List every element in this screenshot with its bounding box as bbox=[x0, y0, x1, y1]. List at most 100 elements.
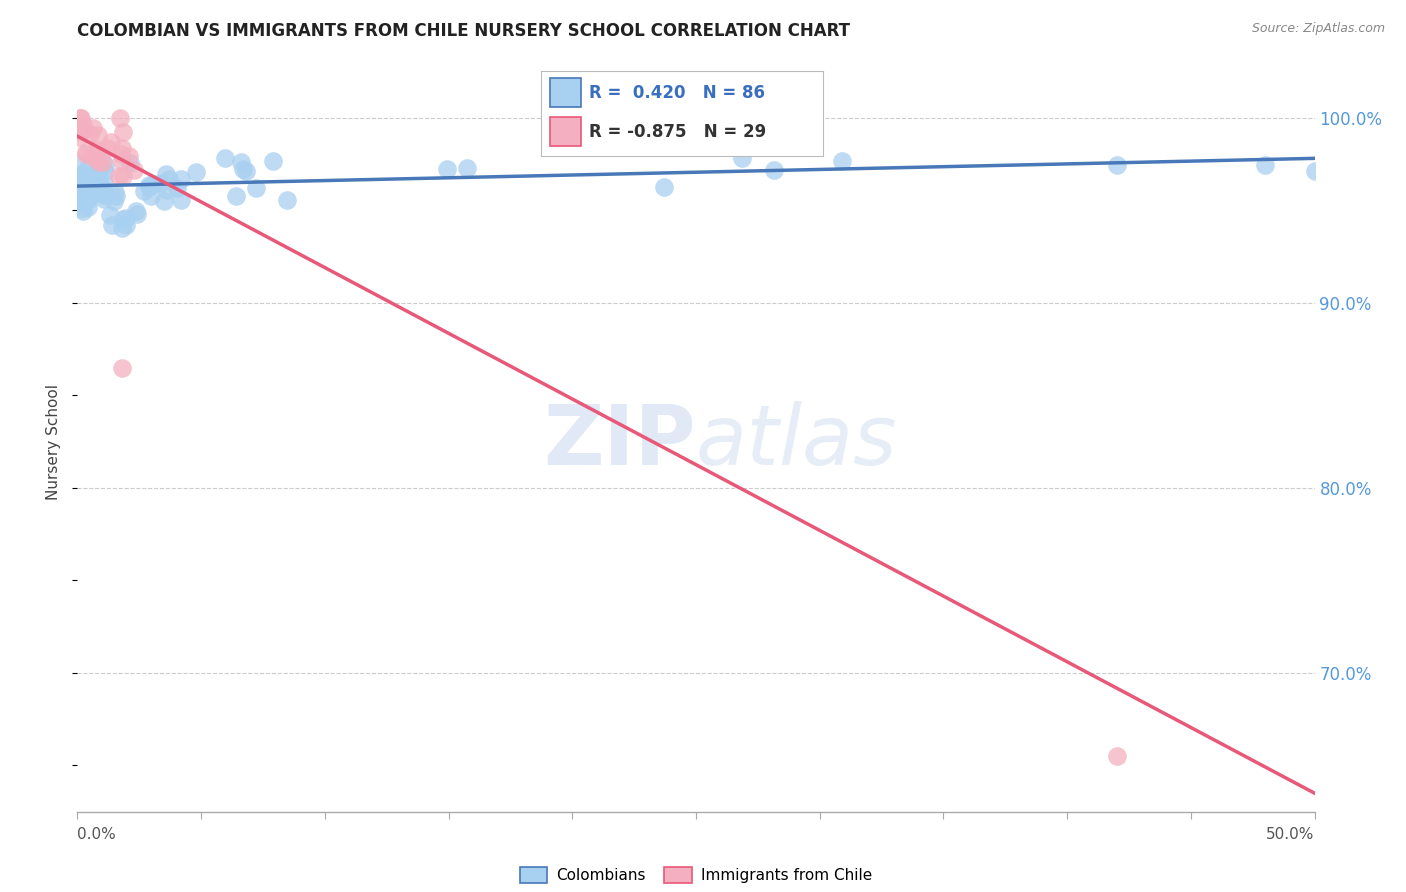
Point bbox=[72, 118, 94, 132]
Point bbox=[139, 189, 162, 203]
Point bbox=[731, 151, 754, 165]
Point bbox=[86, 144, 108, 158]
Point bbox=[235, 164, 257, 178]
Text: 50.0%: 50.0% bbox=[1267, 827, 1315, 841]
Point bbox=[75, 145, 97, 159]
Point bbox=[89, 158, 111, 172]
Point bbox=[125, 204, 148, 219]
Point bbox=[77, 193, 100, 207]
Point bbox=[652, 179, 675, 194]
Point bbox=[110, 147, 132, 161]
Point bbox=[229, 155, 252, 169]
Point bbox=[82, 149, 104, 163]
Text: ZIP: ZIP bbox=[544, 401, 696, 482]
Point bbox=[245, 180, 267, 194]
Point bbox=[86, 128, 108, 142]
Point bbox=[111, 212, 134, 227]
Point bbox=[1303, 164, 1326, 178]
Point bbox=[75, 146, 97, 161]
Point bbox=[108, 112, 131, 126]
Point bbox=[70, 201, 93, 215]
Point bbox=[1105, 158, 1128, 172]
Point bbox=[69, 183, 91, 197]
Point bbox=[67, 184, 90, 198]
Point bbox=[72, 185, 94, 199]
Point bbox=[69, 111, 91, 125]
Point bbox=[72, 180, 94, 194]
Point bbox=[72, 203, 94, 218]
Point bbox=[67, 174, 90, 188]
Point bbox=[86, 183, 108, 197]
Point bbox=[105, 188, 128, 202]
Point bbox=[79, 127, 101, 141]
Point bbox=[73, 193, 96, 207]
Point bbox=[67, 172, 90, 186]
Point bbox=[70, 185, 93, 199]
Point bbox=[94, 186, 117, 201]
Point bbox=[108, 169, 131, 183]
Point bbox=[93, 164, 115, 178]
Point bbox=[67, 187, 90, 202]
Point bbox=[111, 125, 134, 139]
Point bbox=[93, 192, 115, 206]
Point bbox=[84, 182, 107, 196]
Point bbox=[67, 124, 90, 138]
Point bbox=[170, 193, 193, 207]
Point bbox=[214, 151, 236, 165]
Point bbox=[72, 177, 94, 191]
Point bbox=[87, 161, 110, 176]
Point bbox=[762, 163, 785, 178]
Point bbox=[831, 154, 853, 169]
Point bbox=[83, 165, 105, 179]
Point bbox=[69, 111, 91, 125]
Point bbox=[262, 154, 284, 169]
Point bbox=[82, 120, 104, 135]
Point bbox=[80, 181, 103, 195]
Point bbox=[184, 165, 207, 179]
Point bbox=[100, 136, 122, 150]
Point bbox=[134, 184, 156, 198]
Point bbox=[120, 155, 142, 169]
Point bbox=[73, 183, 96, 197]
Point bbox=[80, 168, 103, 182]
Point bbox=[100, 218, 122, 232]
Point bbox=[276, 193, 298, 207]
Point bbox=[89, 163, 111, 178]
Point bbox=[76, 178, 98, 193]
Point bbox=[111, 220, 134, 235]
Point bbox=[93, 175, 115, 189]
Point bbox=[96, 141, 118, 155]
Point bbox=[103, 194, 125, 209]
Point bbox=[436, 161, 458, 176]
Text: R =  0.420   N = 86: R = 0.420 N = 86 bbox=[589, 85, 765, 103]
Point bbox=[1254, 158, 1277, 172]
Point bbox=[157, 172, 180, 186]
Bar bbox=[550, 117, 581, 146]
Text: R = -0.875   N = 29: R = -0.875 N = 29 bbox=[589, 123, 766, 141]
Point bbox=[67, 194, 90, 209]
Y-axis label: Nursery School: Nursery School bbox=[46, 384, 62, 500]
Point bbox=[72, 167, 94, 181]
Point bbox=[122, 163, 145, 178]
Text: atlas: atlas bbox=[696, 401, 897, 482]
Point bbox=[156, 183, 179, 197]
Point bbox=[111, 169, 134, 183]
Point bbox=[115, 211, 138, 226]
Point bbox=[111, 154, 134, 169]
Point bbox=[232, 161, 254, 176]
Point bbox=[142, 178, 165, 192]
Point bbox=[66, 157, 89, 171]
Point bbox=[77, 185, 100, 199]
Point bbox=[104, 186, 127, 200]
Point bbox=[111, 360, 134, 375]
Point bbox=[153, 194, 176, 209]
Point bbox=[138, 178, 160, 192]
Point bbox=[155, 167, 177, 181]
Point bbox=[98, 208, 121, 222]
Point bbox=[77, 200, 100, 214]
Point bbox=[83, 173, 105, 187]
Text: Source: ZipAtlas.com: Source: ZipAtlas.com bbox=[1251, 22, 1385, 36]
Point bbox=[93, 188, 115, 202]
Point bbox=[73, 171, 96, 186]
Point bbox=[67, 129, 90, 144]
